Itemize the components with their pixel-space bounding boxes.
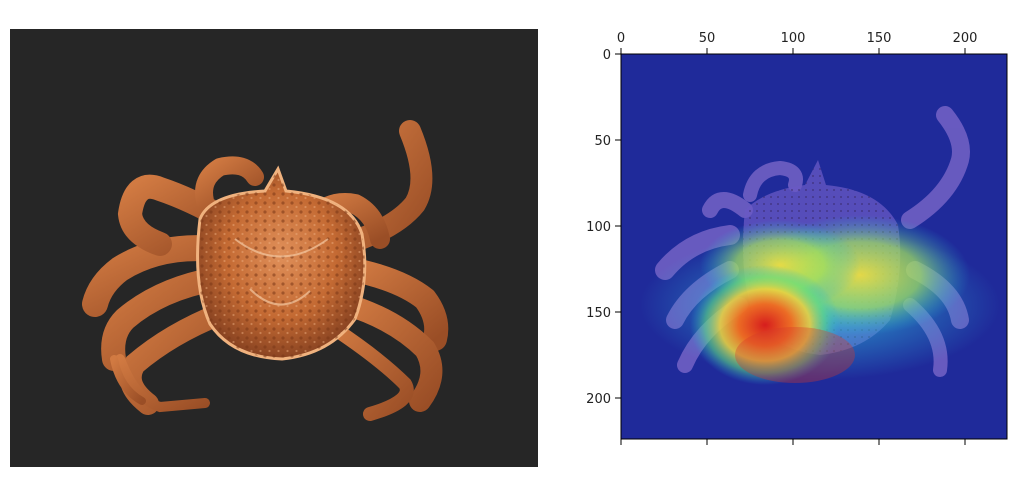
x-axis-bottom-ticks — [620, 439, 966, 445]
x-tick-label: 200 — [953, 31, 978, 46]
heatmap-figure: 0 50 100 150 200 0 50 100 150 200 — [586, 31, 1008, 445]
x-tick-label: 50 — [699, 31, 716, 46]
x-tick-label: 150 — [867, 31, 892, 46]
x-tick-label: 100 — [781, 31, 806, 46]
x-tick-label: 0 — [617, 31, 625, 46]
y-axis: 0 50 100 150 200 — [586, 48, 621, 407]
y-tick-label: 150 — [586, 306, 611, 321]
y-tick-label: 200 — [586, 392, 611, 407]
y-tick-label: 100 — [586, 220, 611, 235]
crab-body — [82, 120, 449, 421]
y-tick-label: 50 — [594, 134, 611, 149]
crab-photo — [10, 29, 538, 467]
plot-frame — [620, 53, 1008, 440]
x-axis: 0 50 100 150 200 — [617, 31, 978, 54]
heatmap-plot-area — [620, 53, 1008, 440]
y-tick-label: 0 — [603, 48, 611, 63]
